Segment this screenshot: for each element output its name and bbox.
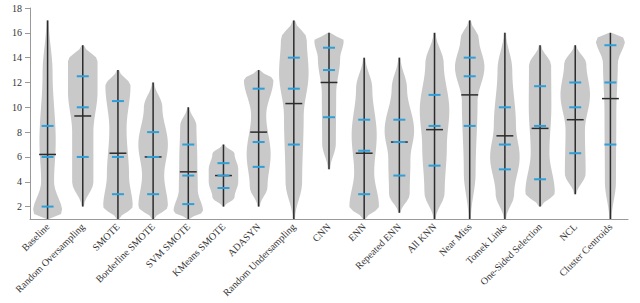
svg-text:Borderline SMOTE: Borderline SMOTE — [93, 221, 157, 285]
svg-text:Tomek Links: Tomek Links — [463, 221, 509, 267]
svg-text:14: 14 — [12, 52, 22, 63]
svg-text:Random Undersampling: Random Undersampling — [221, 221, 298, 298]
svg-text:SVM SMOTE: SVM SMOTE — [143, 221, 193, 270]
svg-text:18: 18 — [12, 3, 22, 14]
svg-text:All KNN: All KNN — [405, 221, 439, 255]
svg-text:6: 6 — [17, 151, 22, 162]
svg-text:Near Miss: Near Miss — [437, 221, 474, 258]
svg-text:ENN: ENN — [346, 221, 368, 243]
svg-text:12: 12 — [12, 77, 22, 88]
svg-text:SMOTE: SMOTE — [90, 221, 122, 253]
svg-text:16: 16 — [12, 27, 22, 38]
svg-text:KMeans SMOTE: KMeans SMOTE — [170, 221, 227, 278]
svg-text:10: 10 — [12, 102, 22, 113]
svg-text:2: 2 — [17, 201, 22, 212]
svg-text:CNN: CNN — [310, 221, 333, 244]
svg-text:Baseline: Baseline — [19, 221, 51, 253]
svg-text:NCL: NCL — [557, 221, 579, 243]
svg-text:Repeated ENN: Repeated ENN — [353, 221, 403, 271]
svg-text:Random Oversampling: Random Oversampling — [13, 221, 86, 294]
svg-text:8: 8 — [17, 127, 22, 138]
svg-text:One-Sided Selection: One-Sided Selection — [478, 221, 544, 287]
svg-text:Cluster Centroids: Cluster Centroids — [557, 221, 614, 278]
svg-text:ADASYN: ADASYN — [225, 221, 263, 259]
svg-text:4: 4 — [17, 176, 22, 187]
